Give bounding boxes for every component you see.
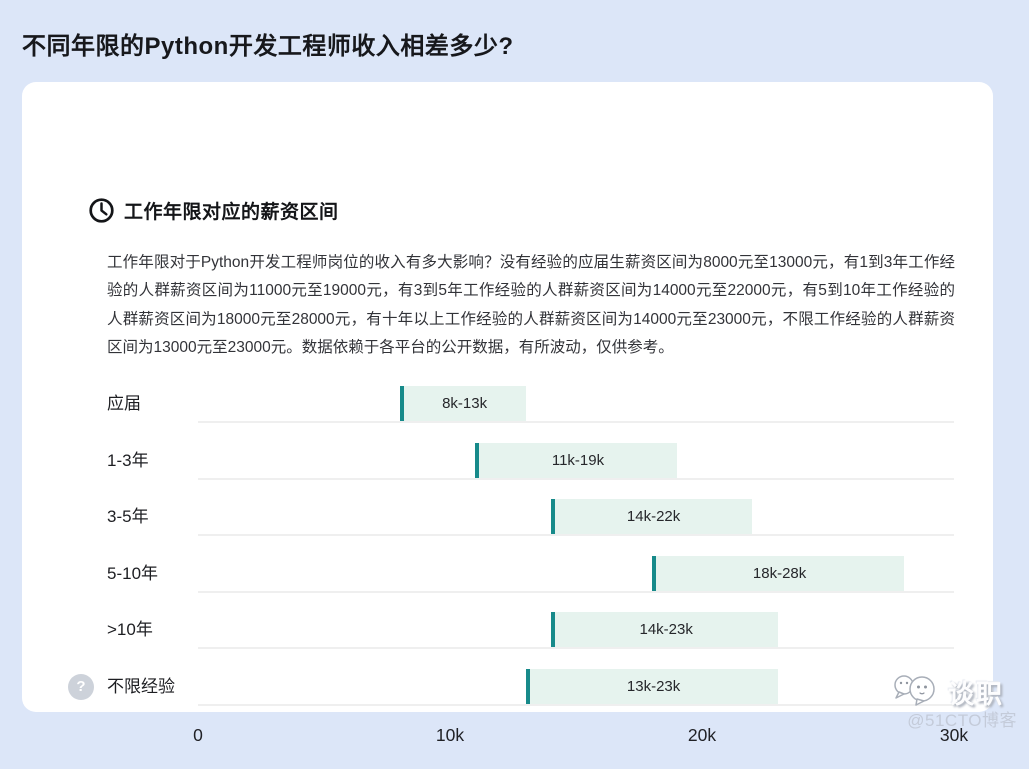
salary-range-bar: 13k-23k — [525, 669, 778, 704]
category-label: 3-5年 — [107, 507, 149, 527]
help-icon: ? — [68, 673, 94, 700]
category-label: 5-10年 — [107, 563, 159, 583]
card-title: 工作年限对应的薪资区间 — [124, 202, 339, 223]
row-baseline — [198, 421, 954, 423]
x-axis-tick-label: 0 — [193, 725, 203, 745]
category-label: 应届 — [107, 394, 141, 413]
card-header: 工作年限对应的薪资区间 — [88, 197, 339, 224]
category-label: 1-3年 — [107, 450, 149, 470]
row-baseline — [198, 477, 954, 480]
salary-range-bar: 14k-23k — [550, 612, 778, 648]
row-baseline — [198, 647, 954, 650]
row-baseline — [198, 534, 954, 537]
category-label: >10年 — [107, 620, 153, 640]
row-baseline — [198, 704, 954, 706]
description-text: 工作年限对于Python开发工程师岗位的收入有多大影响？没有经验的应届生薪资区间… — [107, 254, 955, 357]
bar-range-label: 14k-22k — [626, 508, 681, 526]
salary-range-bar: 14k-22k — [550, 499, 753, 535]
x-axis-tick-label: 20k — [687, 725, 717, 745]
bar-range-label: 13k-23k — [626, 678, 681, 695]
x-axis-tick-label: 10k — [435, 725, 465, 745]
category-label: 不限经验 — [107, 677, 175, 696]
salary-range-chart: 应届 8k-13k 1-3年 11k-19k 3-5年 14k-22k 5-10年 18k-2… — [44, 369, 1015, 769]
bar-range-label: 8k-13k — [442, 395, 488, 412]
chat-bubbles-icon — [891, 672, 943, 713]
bar-range-label: 14k-23k — [639, 621, 693, 639]
bar-range-label: 18k-28k — [752, 564, 807, 582]
salary-range-bar: 18k-28k — [651, 555, 904, 591]
brand-logo: 谈职 — [891, 672, 1004, 713]
bar-range-label: 11k-19k — [551, 451, 605, 469]
clock-icon — [88, 197, 115, 224]
page-title: 不同年限的Python开发工程师收入相差多少? — [22, 33, 514, 60]
row-baseline — [198, 590, 954, 593]
salary-card: 工作年限对应的薪资区间 工作年限对于Python开发工程师岗位的收入有多大影响？… — [22, 82, 993, 745]
salary-range-bar: 8k-13k — [399, 386, 526, 421]
watermark: @51CTO博客 — [907, 711, 1017, 730]
brand-name: 谈职 — [948, 679, 1005, 709]
salary-range-bar: 11k-19k — [475, 442, 677, 478]
